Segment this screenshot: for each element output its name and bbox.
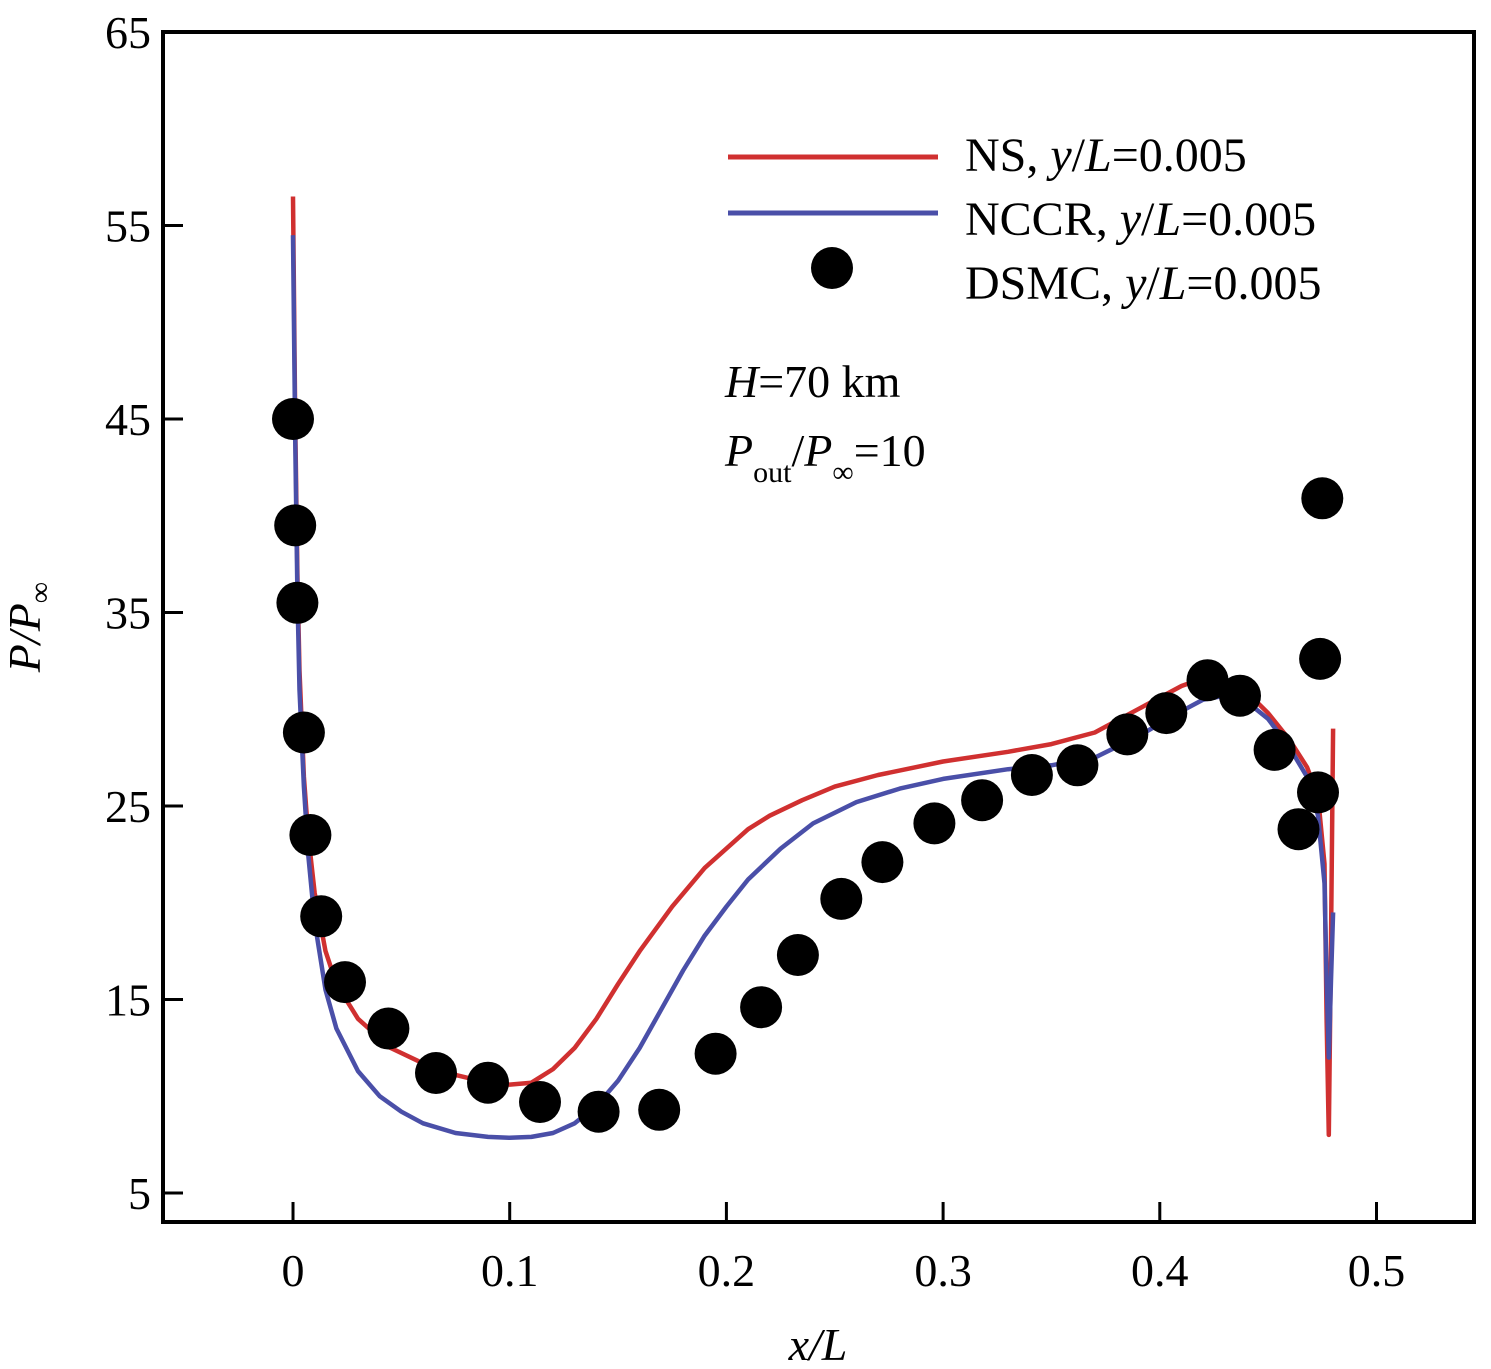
dsmc-point bbox=[274, 504, 317, 547]
dsmc-point bbox=[367, 1007, 410, 1050]
dsmc-point bbox=[1299, 637, 1342, 680]
y-tick-label: 25 bbox=[105, 781, 151, 832]
annotation-altitude: H=70 km bbox=[724, 356, 901, 407]
series-lines bbox=[290, 196, 1336, 1141]
dsmc-point bbox=[289, 814, 332, 856]
legend-label-dsmc: DSMC, y/L=0.005 bbox=[965, 257, 1322, 310]
dsmc-point bbox=[913, 802, 956, 845]
dsmc-point bbox=[1145, 692, 1188, 735]
dsmc-point bbox=[861, 841, 904, 884]
dsmc-point bbox=[300, 895, 343, 938]
series-line-1 bbox=[290, 235, 1336, 1141]
x-tick-label: 0 bbox=[282, 1245, 305, 1296]
x-tick-label: 0.2 bbox=[698, 1245, 756, 1296]
y-tick-label: 45 bbox=[105, 394, 151, 445]
plot-frame bbox=[161, 30, 1476, 1224]
x-axis-label: x/L bbox=[788, 1319, 848, 1369]
x-tick-label: 0.4 bbox=[1131, 1245, 1189, 1296]
y-axis-label: P/P∞ bbox=[0, 582, 57, 673]
dsmc-point bbox=[1277, 808, 1320, 851]
annotation-pressure-ratio: Pout/P∞=10 bbox=[724, 425, 926, 489]
dsmc-point bbox=[694, 1032, 737, 1075]
y-tick-label: 65 bbox=[105, 7, 151, 58]
dsmc-point bbox=[467, 1061, 509, 1104]
x-tick-label: 0.3 bbox=[914, 1245, 972, 1296]
legend: NS, y/L=0.005 NCCR, y/L=0.005 DSMC, y/L=… bbox=[728, 129, 1322, 310]
legend-swatch-dsmc bbox=[811, 247, 853, 289]
dsmc-point bbox=[1056, 744, 1099, 787]
dsmc-point bbox=[577, 1090, 620, 1133]
dsmc-point bbox=[1106, 713, 1149, 756]
y-tick-label: 35 bbox=[105, 587, 151, 638]
dsmc-point bbox=[415, 1052, 457, 1094]
dsmc-point bbox=[1186, 659, 1229, 702]
dsmc-point bbox=[324, 961, 366, 1004]
dsmc-point bbox=[1297, 771, 1339, 814]
dsmc-point bbox=[276, 581, 319, 624]
y-tick-label: 15 bbox=[105, 974, 151, 1025]
legend-label-ns: NS, y/L=0.005 bbox=[965, 129, 1247, 182]
legend-label-nccr: NCCR, y/L=0.005 bbox=[965, 193, 1316, 246]
dsmc-point bbox=[272, 398, 314, 440]
dsmc-point bbox=[1301, 477, 1344, 520]
dsmc-point bbox=[820, 877, 863, 920]
dsmc-point bbox=[776, 934, 819, 976]
dsmc-point bbox=[1010, 754, 1053, 796]
series-markers bbox=[272, 398, 1344, 1133]
y-tick-label: 55 bbox=[105, 200, 151, 251]
y-tick-label: 5 bbox=[128, 1168, 151, 1219]
dsmc-point bbox=[1219, 674, 1261, 717]
axis-ticks: 0 0.1 0.2 0.3 0.4 0.5 5 15 25 35 45 55 65 bbox=[105, 7, 1405, 1296]
dsmc-point bbox=[519, 1081, 561, 1123]
dsmc-point bbox=[282, 711, 325, 754]
dsmc-point bbox=[1253, 728, 1296, 771]
dsmc-point bbox=[638, 1088, 681, 1131]
x-tick-label: 0.1 bbox=[481, 1245, 539, 1296]
dsmc-point bbox=[740, 986, 783, 1029]
x-tick-label: 0.5 bbox=[1348, 1245, 1406, 1296]
dsmc-point bbox=[961, 779, 1004, 822]
series-line-0 bbox=[290, 196, 1336, 1138]
